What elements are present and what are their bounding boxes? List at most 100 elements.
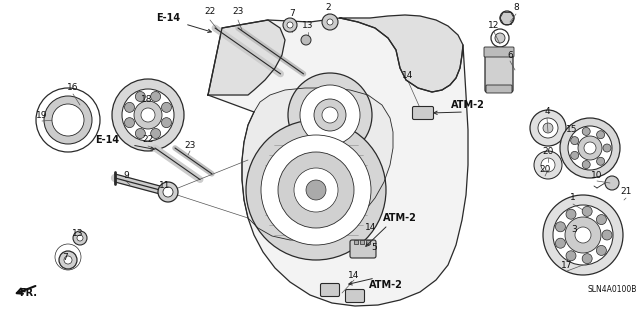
FancyBboxPatch shape [486, 85, 512, 93]
Circle shape [553, 205, 613, 265]
Circle shape [491, 29, 509, 47]
Circle shape [301, 35, 311, 45]
Circle shape [500, 11, 514, 25]
FancyBboxPatch shape [346, 290, 365, 302]
Text: 23: 23 [184, 140, 196, 150]
Circle shape [306, 180, 326, 200]
Circle shape [568, 126, 612, 170]
Text: 16: 16 [67, 84, 79, 93]
Circle shape [565, 217, 601, 253]
Circle shape [495, 33, 505, 43]
Circle shape [161, 102, 172, 112]
Text: 14: 14 [403, 70, 413, 79]
Circle shape [566, 251, 576, 261]
Circle shape [150, 92, 161, 101]
Circle shape [578, 136, 602, 160]
Circle shape [596, 245, 606, 256]
Text: ATM-2: ATM-2 [451, 100, 485, 110]
Circle shape [327, 19, 333, 25]
Circle shape [283, 18, 297, 32]
Text: 2: 2 [325, 4, 331, 12]
Circle shape [575, 227, 591, 243]
Text: 21: 21 [620, 188, 632, 197]
Circle shape [278, 152, 354, 228]
Circle shape [556, 238, 566, 248]
Text: 13: 13 [72, 228, 84, 238]
Circle shape [602, 230, 612, 240]
Circle shape [596, 215, 606, 225]
Circle shape [534, 151, 562, 179]
Circle shape [322, 107, 338, 123]
Text: 14: 14 [365, 224, 377, 233]
Circle shape [530, 110, 566, 146]
Text: 17: 17 [561, 261, 573, 270]
Text: E-14: E-14 [156, 13, 180, 23]
Circle shape [288, 73, 372, 157]
Circle shape [122, 89, 174, 141]
Circle shape [52, 104, 84, 136]
Circle shape [73, 231, 87, 245]
Text: 13: 13 [302, 21, 314, 31]
FancyBboxPatch shape [484, 47, 514, 57]
Circle shape [543, 123, 553, 133]
Polygon shape [340, 15, 463, 92]
Text: 8: 8 [513, 4, 519, 12]
Circle shape [582, 127, 590, 136]
Text: 10: 10 [591, 170, 603, 180]
FancyBboxPatch shape [413, 107, 433, 120]
Circle shape [322, 14, 338, 30]
Text: 15: 15 [566, 125, 578, 135]
Text: ATM-2: ATM-2 [369, 280, 403, 290]
Circle shape [261, 135, 371, 245]
Polygon shape [208, 18, 468, 306]
Circle shape [541, 158, 555, 172]
Circle shape [605, 176, 619, 190]
Circle shape [287, 22, 293, 28]
Text: 11: 11 [159, 181, 171, 189]
Circle shape [582, 206, 592, 216]
Circle shape [582, 160, 590, 168]
Text: 19: 19 [36, 110, 48, 120]
Circle shape [36, 88, 100, 152]
Circle shape [584, 142, 596, 154]
FancyBboxPatch shape [321, 284, 339, 296]
Text: 20: 20 [540, 166, 550, 174]
Text: 22: 22 [142, 136, 154, 145]
Circle shape [582, 254, 592, 263]
Circle shape [112, 79, 184, 151]
Circle shape [135, 92, 145, 101]
Circle shape [135, 129, 145, 138]
Text: 22: 22 [204, 8, 216, 17]
Circle shape [596, 131, 605, 139]
FancyBboxPatch shape [485, 48, 513, 92]
Text: E-14: E-14 [95, 135, 119, 145]
Text: 23: 23 [232, 8, 244, 17]
Text: 1: 1 [570, 194, 576, 203]
Circle shape [596, 157, 605, 165]
Circle shape [571, 152, 579, 160]
Circle shape [161, 118, 172, 128]
Text: 5: 5 [371, 243, 377, 253]
Circle shape [158, 182, 178, 202]
Text: 6: 6 [507, 50, 513, 60]
Circle shape [59, 251, 77, 269]
Circle shape [246, 120, 386, 260]
Circle shape [571, 137, 579, 145]
Circle shape [603, 144, 611, 152]
Text: 9: 9 [123, 170, 129, 180]
FancyBboxPatch shape [350, 240, 376, 258]
Text: 14: 14 [348, 271, 360, 279]
Polygon shape [208, 20, 285, 95]
Bar [366, 240, 370, 244]
Text: 18: 18 [141, 95, 153, 105]
Circle shape [44, 96, 92, 144]
Text: SLN4A0100B: SLN4A0100B [588, 286, 637, 294]
Circle shape [125, 102, 134, 112]
Text: FR.: FR. [19, 288, 37, 298]
Circle shape [134, 101, 162, 129]
Text: 20: 20 [542, 147, 554, 157]
Text: 4: 4 [544, 108, 550, 116]
Text: 3: 3 [571, 226, 577, 234]
Text: ATM-2: ATM-2 [383, 213, 417, 223]
Text: 7: 7 [62, 254, 68, 263]
